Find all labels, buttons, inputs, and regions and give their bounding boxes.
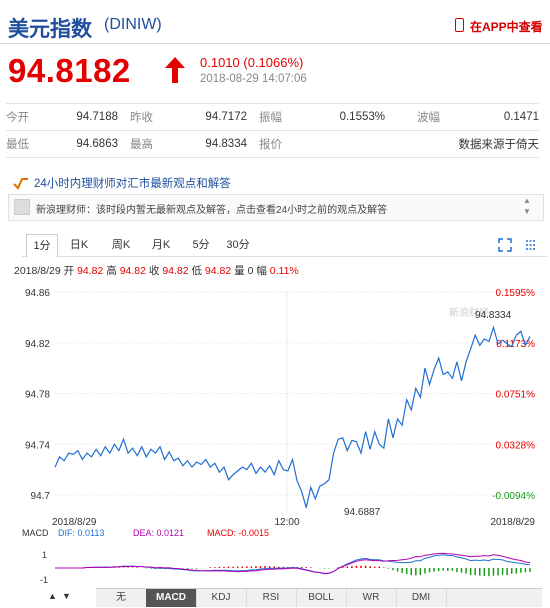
indicator-bar: 无 MACD KDJ RSI BOLL WR DMI [96,588,542,607]
info-date: 2018/8/29 [14,265,61,277]
stat-value: 94.7188 [76,111,118,123]
tab-weekly-k[interactable]: 周K [111,239,131,251]
stats-table: 今开 94.7188 昨收 94.7172 振幅 0.1553% 波幅 0.14… [6,103,539,158]
macd-dea-line [55,552,531,574]
page-title: 美元指数 [8,18,92,41]
phone-icon [455,18,464,32]
settings-icon[interactable] [524,238,538,252]
price-series-line [54,325,531,508]
stat-value: 94.6863 [76,138,118,150]
x-tick-label: 12:00 [274,517,299,528]
macd-ytick-bottom: -1 [40,575,48,585]
price-chart[interactable]: 94.86 0.1595% 94.82 0.1173% 94.78 0.0751% 94.7… [0,280,550,530]
y-pct-tick-label: -0.0094% [492,491,535,502]
y-pct-tick-label: 0.1595% [496,288,536,299]
macd-dif: DIF: 0.0113 [58,528,104,538]
indicator-none[interactable]: 无 [96,589,147,607]
macd-dea: DEA: 0.0121 [133,528,184,538]
info-open: 94.82 [77,265,104,277]
stat-value: 94.7172 [205,111,247,123]
quote-time: 2018-08-29 14:07:06 [200,73,307,85]
info-high: 94.82 [119,265,146,277]
indicator-wr[interactable]: WR [346,589,397,607]
indicator-kdj[interactable]: KDJ [196,589,247,607]
y-pct-tick-label: 0.0751% [496,390,536,401]
indicator-dmi[interactable]: DMI [396,589,447,607]
stat-label: 昨收 [130,112,153,124]
y-tick-label: 94.7 [31,491,51,502]
symbol-code: (DINIW) [104,16,162,33]
nav-buttons: ▲ ▼ [42,588,82,606]
tab-1min[interactable]: 1分 [26,234,58,258]
news-headline-link[interactable]: 24小时内理财师对汇市最新观点和解答 [34,178,231,190]
stat-value [339,131,385,158]
data-source: 数据来源于倚天 [458,139,540,151]
info-low: 94.82 [204,265,232,277]
tab-5min[interactable]: 5分 [192,239,210,251]
info-vol: 0 [247,265,254,277]
news-item-box[interactable] [8,194,544,221]
macd-value: MACD: -0.0015 [207,528,269,538]
stat-label: 今开 [6,112,29,124]
nav-up-icon[interactable]: ▲ [48,591,57,601]
y-pct-tick-label: 0.0328% [496,440,536,451]
macd-ytick-top: 1 [42,550,47,560]
info-high-label: 高 [106,265,117,277]
x-tick-label: 2018/8/29 [491,517,536,528]
stat-value: 0.1553% [339,111,385,123]
divider [0,43,550,44]
tab-30min[interactable]: 30分 [226,239,250,251]
indicator-rsi[interactable]: RSI [246,589,297,607]
chart-watermark: 新浪财经 [449,306,489,319]
bar-info-line: 2018/8/29 开 94.82 高 94.82 收 94.82 低 94.8… [14,263,299,278]
macd-chart: MACD DIF: 0.0113 DEA: 0.0121 MACD: -0.00… [22,528,531,585]
stats-row: 今开 94.7188 昨收 94.7172 振幅 0.1553% 波幅 0.14… [6,103,539,131]
stats-row: 最低 94.6863 最高 94.8334 报价 数据来源于倚天 [6,130,540,158]
tab-monthly-k[interactable]: 月K [151,239,171,251]
trend-icon [13,178,28,190]
annotation-low: 94.6887 [344,507,381,518]
indicator-boll[interactable]: BOLL [296,589,347,607]
indicator-macd[interactable]: MACD [146,589,197,607]
annotation-high: 94.8334 [475,310,512,321]
macd-dif-line [55,554,531,575]
y-tick-label: 94.86 [25,288,50,299]
info-vol-label: 量 [234,265,245,277]
y-tick-label: 94.74 [25,440,50,451]
y-tick-label: 94.82 [25,339,50,350]
stat-value: 0.1471 [503,111,539,123]
open-in-app-link[interactable]: 在APP中查看 [470,20,543,34]
x-tick-label: 2018/8/29 [52,517,97,528]
avatar [14,199,30,215]
stat-label: 振幅 [259,112,282,124]
info-close-label: 收 [148,265,160,277]
info-open-label: 开 [63,265,75,277]
info-pct: 0.11% [269,265,299,277]
info-close: 94.82 [162,265,189,277]
up-arrow-icon [165,57,185,83]
y-tick-label: 94.78 [25,390,50,401]
stat-label: 最低 [6,139,29,151]
news-item-text[interactable]: 新浪理财师：该时段内暂无最新观点及解答，点击查看24小时之前的观点及解答 [36,205,388,216]
stat-value: 94.8334 [205,138,247,150]
current-price: 94.8182 [8,52,131,89]
nav-down-icon[interactable]: ▼ [62,591,71,601]
news-scroll-arrows-icon[interactable]: ▲ ▼ [523,196,531,216]
price-change: 0.1010 (0.1066%) [200,55,304,70]
y-pct-tick-label: 0.1173% [496,339,535,350]
period-tabs: 1分 日K 周K 月K 5分 30分 [22,234,547,258]
stat-label: 最高 [130,139,153,151]
stat-label: 报价 [259,139,282,151]
macd-label: MACD [22,528,49,538]
info-low-label: 低 [191,265,203,277]
info-pct-label: 幅 [256,265,267,277]
tab-daily-k[interactable]: 日K [69,239,89,251]
fullscreen-icon[interactable] [498,238,512,252]
stat-label: 波幅 [417,112,440,124]
